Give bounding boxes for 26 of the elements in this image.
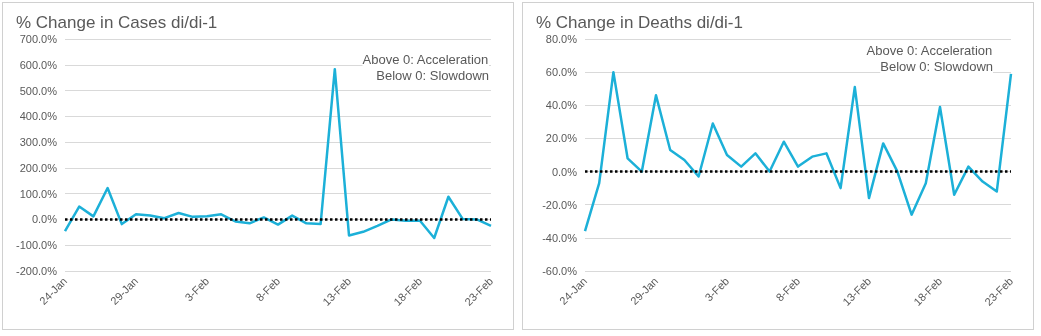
y-tick-label: 100.0% bbox=[19, 187, 58, 200]
y-tick-label: -100.0% bbox=[16, 239, 58, 252]
y-tick-label: 0.0% bbox=[31, 213, 58, 226]
annotation: Above 0: Acceleration bbox=[362, 52, 489, 67]
y-tick-label: 60.0% bbox=[545, 66, 578, 79]
y-tick-label: -20.0% bbox=[542, 198, 578, 211]
y-tick-label: 200.0% bbox=[19, 161, 58, 174]
y-tick-label: 80.0% bbox=[545, 33, 578, 45]
y-tick-label: -200.0% bbox=[16, 265, 58, 277]
annotation: Above 0: Acceleration bbox=[866, 43, 993, 58]
y-tick-label: 400.0% bbox=[19, 110, 58, 123]
chart-title: % Change in Cases di/di-1 bbox=[16, 13, 218, 32]
y-tick-label: 40.0% bbox=[545, 99, 578, 112]
y-tick-label: 20.0% bbox=[545, 132, 578, 145]
y-tick-label: 0.0% bbox=[551, 165, 578, 178]
chart-title: % Change in Deaths di/di-1 bbox=[536, 13, 743, 32]
y-tick-label: 500.0% bbox=[19, 84, 58, 97]
y-tick-label: 300.0% bbox=[19, 136, 58, 149]
annotation: Below 0: Slowdown bbox=[880, 59, 994, 74]
y-tick-label: -40.0% bbox=[542, 231, 578, 244]
line-series bbox=[583, 70, 1013, 233]
line-series bbox=[63, 67, 493, 240]
y-tick-label: -60.0% bbox=[542, 265, 578, 277]
y-tick-label: 700.0% bbox=[19, 33, 58, 45]
y-tick-label: 600.0% bbox=[19, 58, 58, 71]
annotation: Below 0: Slowdown bbox=[376, 68, 490, 83]
